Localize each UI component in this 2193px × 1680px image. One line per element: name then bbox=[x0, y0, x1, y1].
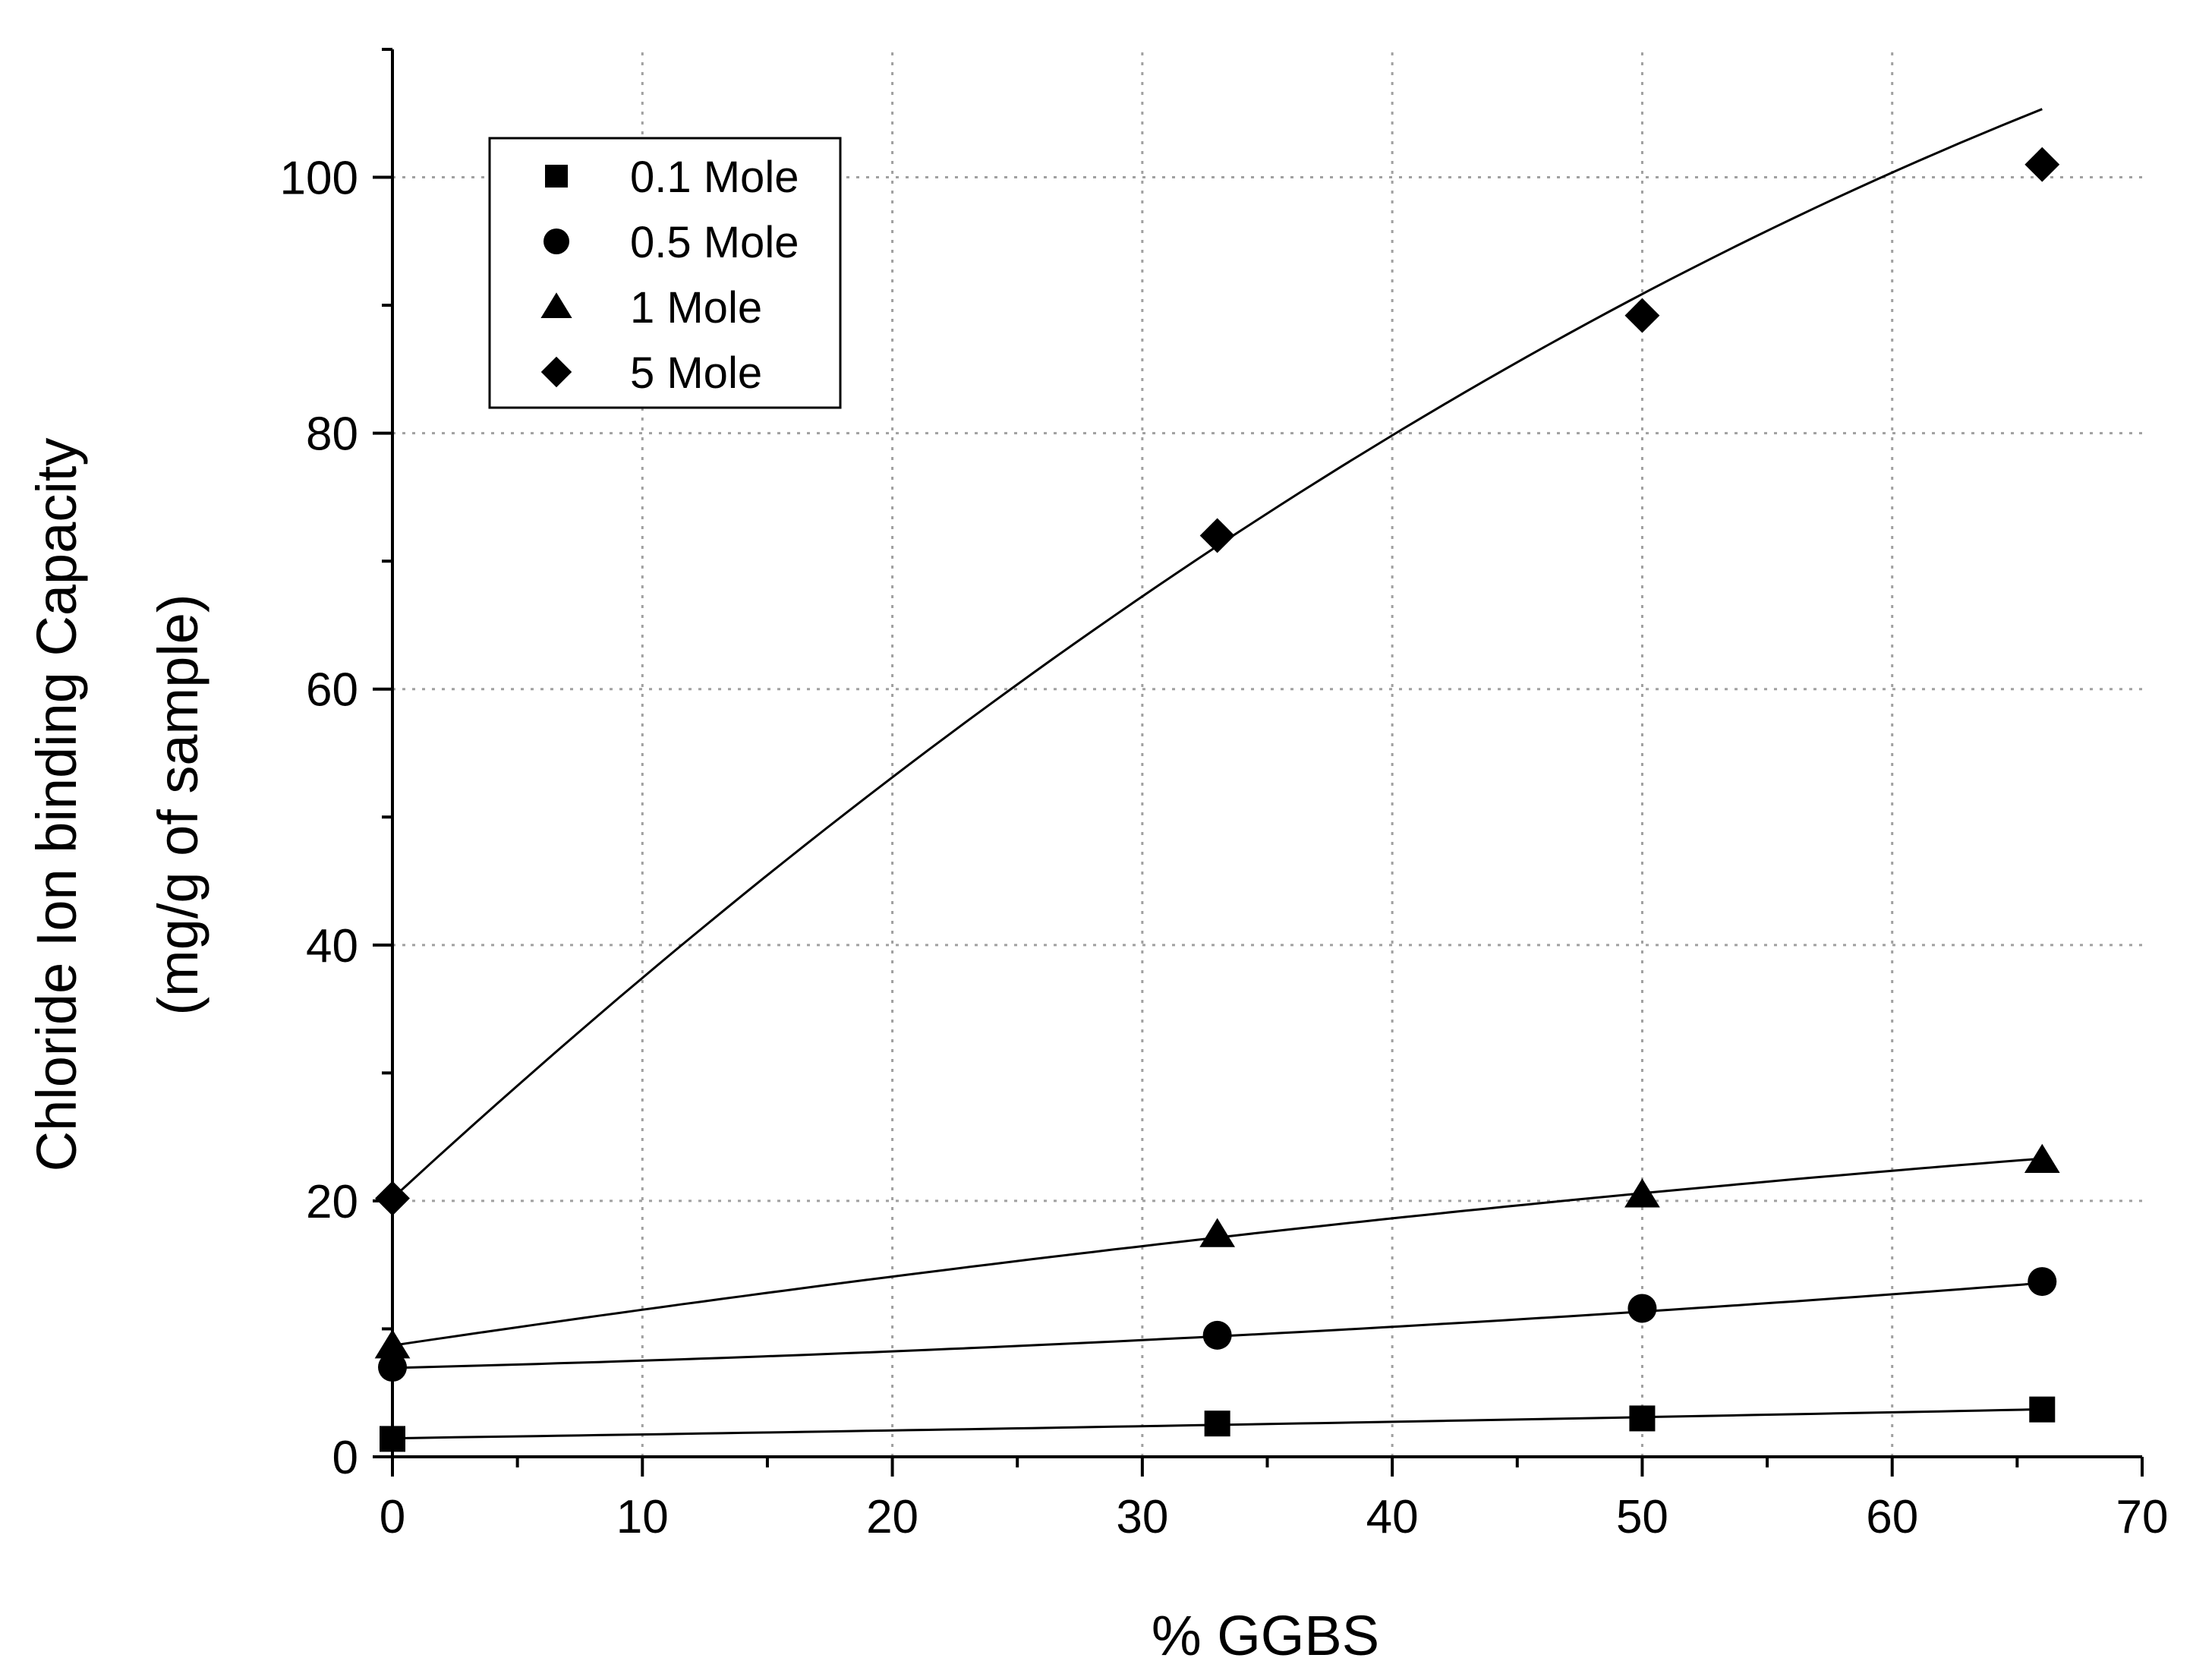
legend-marker-2 bbox=[544, 229, 569, 254]
legend-marker-4 bbox=[540, 356, 572, 388]
x-axis-title: % GGBS bbox=[1152, 1604, 1379, 1667]
y-tick-label: 20 bbox=[306, 1176, 358, 1228]
x-tick-label: 60 bbox=[1866, 1491, 1918, 1543]
data-point-series-3 bbox=[374, 1329, 411, 1359]
data-point-series-2 bbox=[1627, 1294, 1657, 1323]
legend-label-1: 0.1 Mole bbox=[630, 153, 799, 202]
data-point-series-1 bbox=[1204, 1411, 1230, 1437]
legend-marker-3 bbox=[540, 292, 572, 318]
y-tick-label: 100 bbox=[280, 153, 358, 205]
data-point-series-4 bbox=[375, 1180, 410, 1216]
markers-layer bbox=[374, 147, 2060, 1452]
data-point-series-3 bbox=[1624, 1178, 1660, 1208]
legend-label-2: 0.5 Mole bbox=[630, 218, 799, 267]
data-point-series-1 bbox=[2029, 1396, 2056, 1423]
y-tick-label: 80 bbox=[306, 408, 358, 461]
x-tick-label: 20 bbox=[866, 1491, 918, 1543]
data-point-series-1 bbox=[1629, 1405, 1656, 1432]
x-tick-label: 0 bbox=[380, 1491, 405, 1543]
axes-layer bbox=[373, 48, 2144, 1477]
y-tick-label: 0 bbox=[332, 1432, 358, 1484]
x-tick-label: 10 bbox=[616, 1491, 669, 1543]
x-tick-label: 70 bbox=[2116, 1491, 2169, 1543]
data-point-series-4 bbox=[1624, 298, 1660, 333]
y-tick-label: 40 bbox=[306, 920, 358, 972]
legend-label-3: 1 Mole bbox=[630, 283, 762, 333]
data-point-series-2 bbox=[1202, 1320, 1232, 1350]
data-point-series-3 bbox=[1199, 1218, 1236, 1247]
legend-items: 0.1 Mole 0.5 Mole 1 Mole 5 Mole bbox=[540, 153, 799, 398]
data-point-series-1 bbox=[380, 1426, 405, 1452]
x-tick-label: 40 bbox=[1366, 1491, 1419, 1543]
legend-marker-1 bbox=[545, 165, 568, 188]
y-tick-label: 60 bbox=[306, 664, 358, 717]
y-axis-title-line2: (mg/g of sample) bbox=[147, 594, 210, 1015]
data-point-series-4 bbox=[1199, 518, 1235, 553]
data-point-series-2 bbox=[378, 1353, 407, 1382]
x-tick-label: 50 bbox=[1616, 1491, 1668, 1543]
data-point-series-4 bbox=[2024, 147, 2060, 182]
y-axis-title-line1: Chloride Ion binding Capacity bbox=[25, 438, 88, 1172]
labels-layer: % GGBS Chloride Ion binding Capacity (mg… bbox=[25, 153, 2168, 1667]
x-tick-label: 30 bbox=[1116, 1491, 1168, 1543]
data-point-series-2 bbox=[2028, 1267, 2057, 1297]
legend: 0.1 Mole 0.5 Mole 1 Mole 5 Mole bbox=[488, 137, 842, 409]
data-point-series-3 bbox=[2024, 1143, 2060, 1173]
legend-label-4: 5 Mole bbox=[630, 348, 762, 398]
